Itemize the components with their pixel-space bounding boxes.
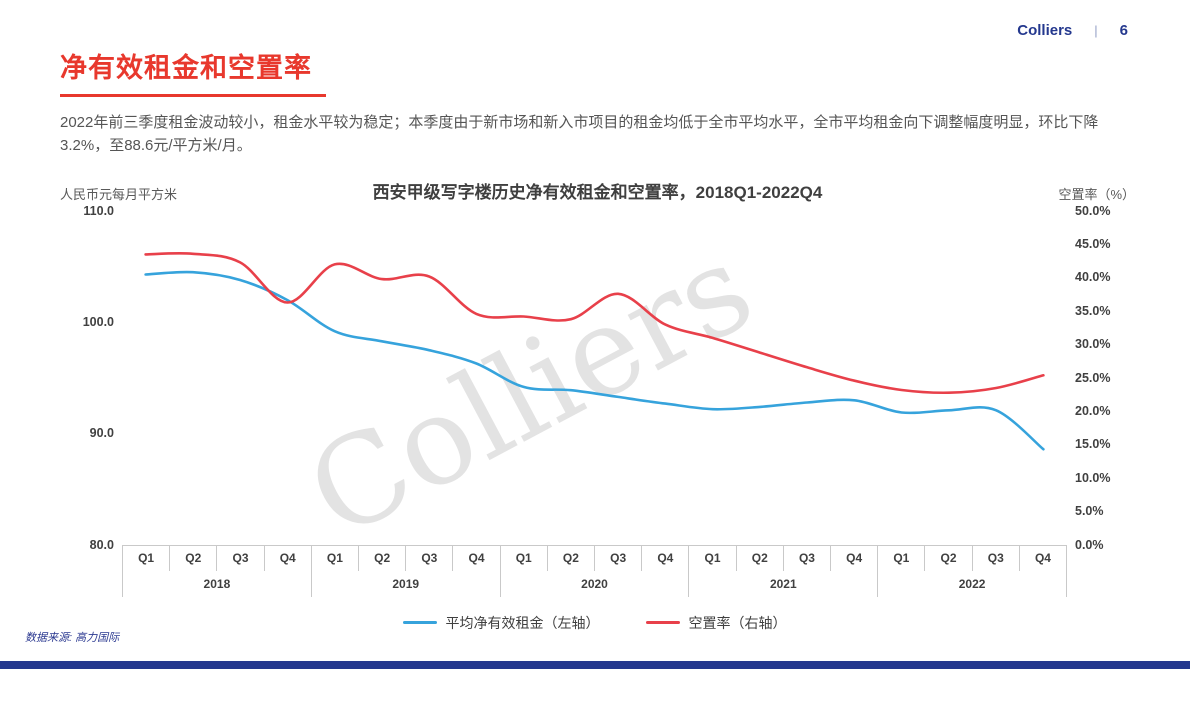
quarter-axis-cell: Q3: [406, 545, 454, 571]
report-page: Colliers | 6 净有效租金和空置率 2022年前三季度租金波动较小，租…: [0, 22, 1190, 669]
quarter-axis-cell: Q3: [784, 545, 832, 571]
quarter-axis-cell: Q2: [925, 545, 973, 571]
page-content: 净有效租金和空置率 2022年前三季度租金波动较小，租金水平较为稳定；本季度由于…: [60, 46, 1135, 651]
right-axis-unit-label: 空置率（%）: [1058, 186, 1135, 202]
page-number: 6: [1119, 22, 1128, 39]
quarter-axis-row: Q1 Q2 Q3 Q4 Q1 Q2 Q3 Q4 Q1 Q2 Q3 Q4 Q1 Q2 Q3 Q4 Q1 Q2 Q3 Q4: [122, 544, 1068, 571]
quarter-axis-cell: Q2: [359, 545, 407, 571]
year-axis-cell: 2019: [312, 570, 501, 597]
quarter-axis-cell: Q4: [453, 545, 501, 571]
quarter-axis-cell: Q4: [831, 545, 879, 571]
left-axis-unit-label: 人民币元每月平方米: [60, 186, 178, 202]
intro-paragraph: 2022年前三季度租金波动较小，租金水平较为稳定；本季度由于新市场和新入市项目的…: [60, 114, 1099, 155]
legend-label: 平均净有效租金（左轴）: [445, 614, 600, 631]
quarter-axis-cell: Q2: [737, 545, 784, 571]
legend-item: 空置率（右轴）: [645, 613, 787, 633]
year-axis-row: 2018 2019 2020 2021 2022: [122, 570, 1067, 597]
legend-line-swatch: [645, 621, 680, 624]
quarter-axis-cell: Q1: [501, 545, 548, 571]
right-axis-tick-label: 10.0%: [1075, 470, 1111, 485]
right-axis-tick-label: 35.0%: [1075, 303, 1111, 318]
chart-header: 人民币元每月平方米 西安甲级写字楼历史净有效租金和空置率，2018Q1-2022…: [60, 178, 1135, 203]
left-axis-tick-label: 110.0: [83, 203, 114, 218]
legend-line-swatch: [402, 621, 437, 624]
year-axis-cell: 2022: [878, 570, 1067, 597]
year-axis-cell: 2020: [501, 570, 690, 597]
chart-area: Colliers Q1 Q2 Q3 Q4 Q1 Q2 Q3 Q4 Q1 Q2 Q3 Q4 Q1 Q2 Q3 Q…: [60, 204, 1135, 651]
quarter-axis-cell: Q1: [689, 545, 737, 571]
bottom-accent-bar: [0, 661, 1190, 669]
source-note: 数据来源: 高力国际: [25, 632, 120, 644]
year-axis-cell: 2021: [689, 570, 879, 597]
legend-item: 平均净有效租金（左轴）: [402, 613, 600, 633]
quarter-axis-cell: Q3: [595, 545, 643, 571]
left-axis-tick-label: 90.0: [89, 426, 114, 441]
right-axis-tick-label: 5.0%: [1075, 504, 1104, 519]
quarter-axis-cell: Q4: [642, 545, 690, 571]
quarter-axis-cell: Q1: [122, 545, 171, 571]
left-axis-tick-label: 100.0: [82, 314, 114, 329]
quarter-axis-cell: Q4: [265, 545, 312, 571]
vacancy-series-line: [144, 251, 1045, 394]
brand-logo: Colliers: [1017, 22, 1073, 39]
chart-plot: [144, 251, 1045, 451]
legend-label: 空置率（右轴）: [688, 614, 787, 631]
quarter-axis-cell: Q1: [312, 545, 360, 571]
page-title: 净有效租金和空置率: [60, 46, 326, 97]
right-axis-tick-label: 40.0%: [1075, 270, 1111, 285]
rent-series-line: [144, 270, 1045, 451]
right-axis-tick-label: 45.0%: [1075, 236, 1111, 251]
right-axis-tick-label: 15.0%: [1075, 437, 1111, 452]
quarter-axis-cell: Q3: [217, 545, 265, 571]
left-axis-tick-label: 80.0: [89, 537, 114, 552]
right-axis-tick-label: 0.0%: [1075, 537, 1104, 552]
chart-legend: 平均净有效租金（左轴） 空置率（右轴）: [122, 613, 1067, 633]
right-axis-tick-label: 25.0%: [1075, 370, 1111, 385]
chart-title: 西安甲级写字楼历史净有效租金和空置率，2018Q1-2022Q4: [372, 182, 823, 202]
year-axis-cell: 2018: [122, 570, 312, 597]
quarter-axis-cell: Q4: [1020, 545, 1068, 571]
quarter-axis-cell: Q2: [548, 545, 596, 571]
quarter-axis-cell: Q2: [170, 545, 218, 571]
header-separator-icon: |: [1094, 23, 1098, 38]
right-axis-tick-label: 20.0%: [1075, 403, 1111, 418]
quarter-axis-cell: Q3: [973, 545, 1020, 571]
page-header: Colliers | 6: [1017, 22, 1128, 39]
quarter-axis-cell: Q1: [878, 545, 926, 571]
category-axis-table: Q1 Q2 Q3 Q4 Q1 Q2 Q3 Q4 Q1 Q2 Q3 Q4 Q1 Q2 Q3 Q4 Q1 Q2 Q3 Q4…: [122, 544, 1068, 597]
right-axis-tick-label: 50.0%: [1075, 203, 1111, 218]
right-axis-tick-label: 30.0%: [1075, 337, 1111, 352]
